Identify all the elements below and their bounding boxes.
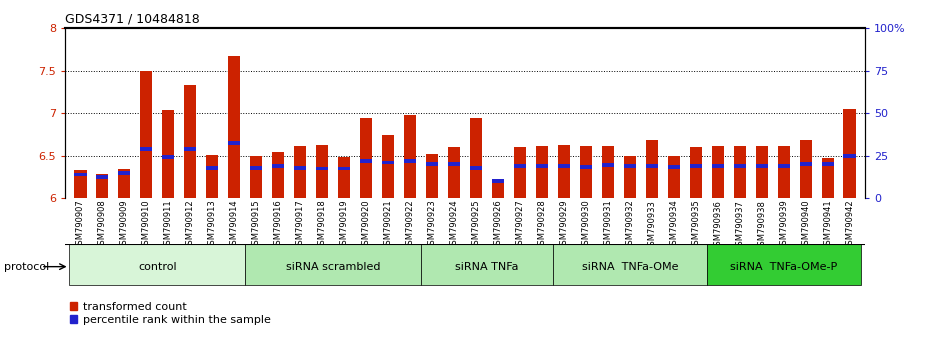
Bar	[624, 164, 636, 168]
Bar	[421, 244, 553, 285]
Bar	[492, 179, 504, 183]
Bar	[206, 155, 219, 198]
Bar	[272, 164, 285, 168]
Text: siRNA scrambled: siRNA scrambled	[286, 262, 380, 272]
Bar	[514, 147, 526, 198]
Bar	[707, 244, 860, 285]
Bar	[492, 181, 504, 198]
Bar	[711, 145, 724, 198]
Bar	[579, 145, 591, 198]
Bar	[404, 159, 416, 163]
Bar	[118, 171, 130, 175]
Bar	[118, 169, 130, 198]
Bar	[536, 145, 548, 198]
Bar	[294, 166, 306, 170]
Bar	[553, 244, 707, 285]
Bar	[624, 156, 636, 198]
Bar	[645, 141, 658, 198]
Bar	[163, 110, 175, 198]
Bar	[339, 167, 351, 170]
Text: siRNA  TNFa-OMe-P: siRNA TNFa-OMe-P	[730, 262, 837, 272]
Bar	[70, 244, 246, 285]
Bar	[821, 162, 833, 166]
Bar	[734, 164, 746, 168]
Bar	[184, 147, 196, 151]
Bar	[668, 156, 680, 198]
Bar	[514, 164, 526, 168]
Bar	[755, 145, 767, 198]
Bar	[690, 164, 702, 168]
Bar	[426, 154, 438, 198]
Bar	[382, 161, 394, 165]
Bar	[294, 145, 306, 198]
Bar	[140, 147, 153, 151]
Bar	[602, 163, 614, 167]
Bar	[470, 166, 482, 170]
Text: siRNA TNFa: siRNA TNFa	[455, 262, 519, 272]
Text: siRNA  TNFa-OMe: siRNA TNFa-OMe	[581, 262, 678, 272]
Bar	[448, 147, 460, 198]
Legend: transformed count, percentile rank within the sample: transformed count, percentile rank withi…	[65, 297, 275, 330]
Bar	[558, 164, 570, 168]
Bar	[777, 164, 790, 168]
Bar	[97, 175, 109, 179]
Bar	[74, 172, 86, 176]
Bar	[228, 141, 240, 145]
Bar	[668, 165, 680, 169]
Bar	[184, 85, 196, 198]
Bar	[800, 162, 812, 166]
Bar	[536, 164, 548, 168]
Bar	[316, 167, 328, 170]
Bar	[558, 145, 570, 198]
Bar	[404, 115, 416, 198]
Bar	[140, 71, 153, 198]
Bar	[800, 141, 812, 198]
Bar	[690, 147, 702, 198]
Bar	[426, 162, 438, 166]
Bar	[711, 164, 724, 168]
Bar	[844, 154, 856, 158]
Bar	[360, 118, 372, 198]
Bar	[448, 162, 460, 166]
Bar	[74, 170, 86, 198]
Bar	[844, 109, 856, 198]
Bar	[163, 155, 175, 159]
Bar	[645, 164, 658, 168]
Bar	[821, 158, 833, 198]
Bar	[777, 145, 790, 198]
Bar	[755, 164, 767, 168]
Bar	[272, 152, 285, 198]
Bar	[206, 166, 219, 170]
Text: protocol: protocol	[4, 262, 49, 272]
Bar	[382, 135, 394, 198]
Bar	[246, 244, 421, 285]
Bar	[734, 145, 746, 198]
Bar	[250, 166, 262, 170]
Text: control: control	[138, 262, 177, 272]
Bar	[602, 145, 614, 198]
Bar	[228, 56, 240, 198]
Bar	[339, 158, 351, 198]
Text: GDS4371 / 10484818: GDS4371 / 10484818	[65, 13, 200, 26]
Bar	[360, 159, 372, 163]
Bar	[97, 175, 109, 198]
Bar	[250, 156, 262, 198]
Bar	[579, 165, 591, 169]
Bar	[470, 118, 482, 198]
Bar	[316, 145, 328, 198]
